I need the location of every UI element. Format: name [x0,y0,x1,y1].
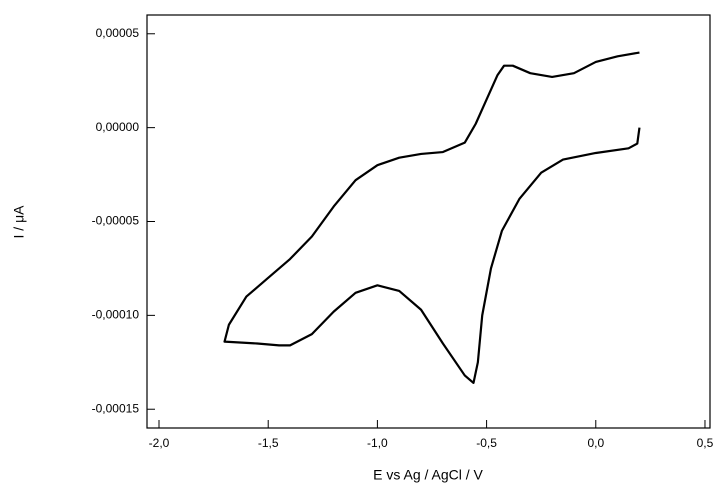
data-line [223,51,641,385]
x-tick-label: -2,0 [149,436,170,450]
y-tick-label: 0,00000 [96,120,140,134]
x-tick-label: -1,0 [367,436,388,450]
x-tick-label: 0,0 [587,436,604,450]
y-tick-label: -0,00010 [92,308,140,322]
y-axis-title: I / μA [11,205,27,239]
x-tick-label: -1,5 [258,436,279,450]
x-tick-label: 0,5 [697,436,714,450]
y-tick-label: 0,00005 [96,26,140,40]
y-tick-label: -0,00015 [92,401,140,415]
x-axis-title: E vs Ag / AgCl / V [373,467,483,483]
plot-frame [146,14,711,429]
x-tick-label: -0,5 [476,436,497,450]
y-tick-label: -0,00005 [92,214,140,228]
